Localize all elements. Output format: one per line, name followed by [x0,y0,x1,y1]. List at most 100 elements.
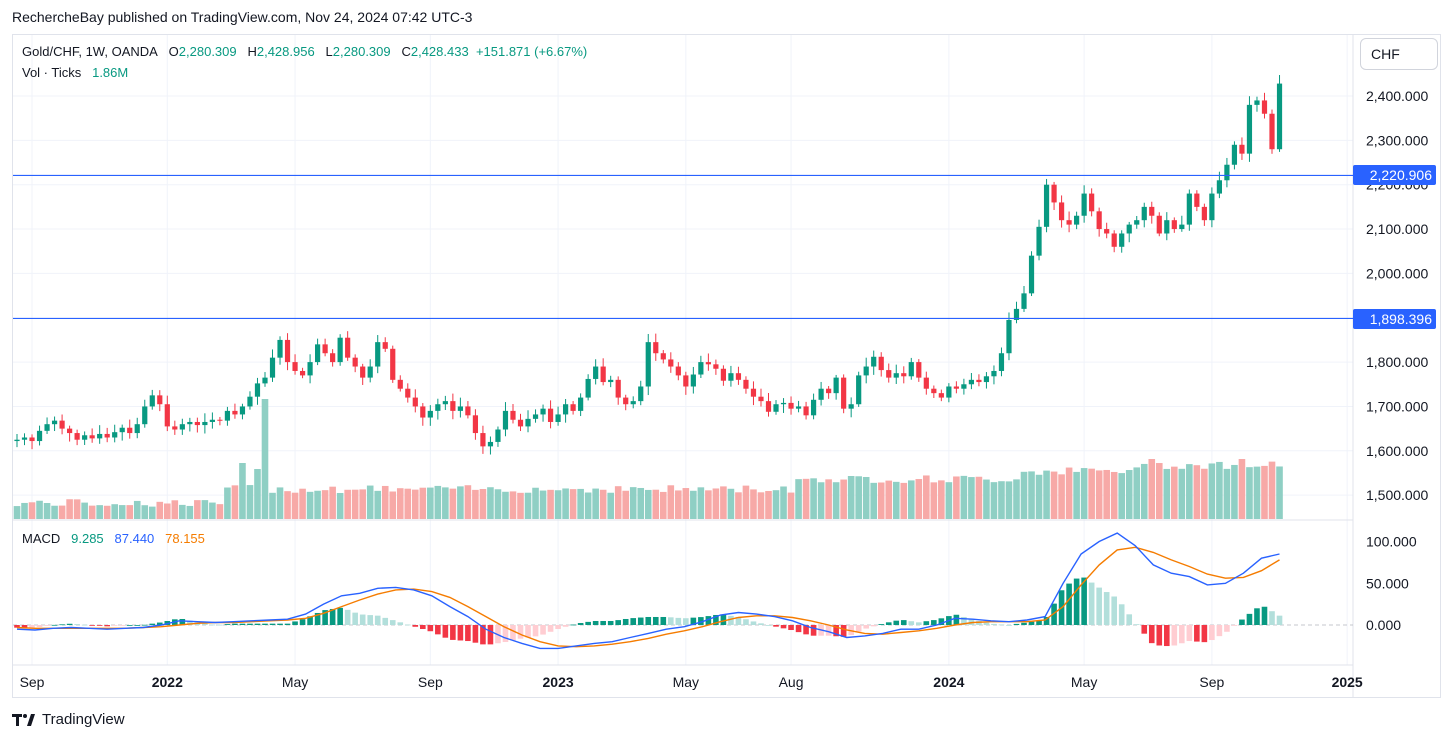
macd-histogram-bar [352,612,358,625]
candle-body [810,399,817,416]
macd-histogram-bar [863,625,869,629]
macd-histogram-bar [931,620,937,625]
candle-body [1058,202,1065,221]
candle-body [1096,211,1102,230]
macd-histogram-bar [126,625,133,626]
change-value: +151.871 (+6.67%) [475,44,588,59]
candle-body [239,406,246,415]
macd-histogram-bar [652,616,659,625]
volume-bar [269,492,276,519]
volume-bar [1178,468,1186,519]
candle-body [795,406,802,409]
volume-bar [344,489,351,519]
candle-body [961,384,967,389]
time-tick-label: Aug [779,674,804,690]
macd-histogram-bar [329,608,336,625]
volume-bar [614,486,622,519]
volume-bar [239,463,246,519]
candle-body [908,362,914,377]
volume-bar [855,476,862,519]
volume-bar [96,505,103,519]
volume-bar [675,490,682,519]
volume-bar [629,487,637,519]
candle-body [600,366,606,383]
macd-histogram-bar [307,616,313,625]
time-tick-label: May [673,674,699,690]
volume-bar [381,485,389,519]
macd-histogram-bar [420,625,426,630]
volume-bar [1095,470,1103,519]
volume-bar [314,490,321,519]
volume-bar [705,490,712,519]
volume-bar [1238,459,1246,519]
volume-bar [720,486,727,519]
macd-histogram-bar [510,625,516,641]
volume-bar [1020,471,1028,519]
candle-body [194,421,200,426]
macd-histogram [14,577,1283,647]
macd-histogram-bar [698,617,704,625]
published-caption: RechercheBay published on TradingView.co… [12,9,473,25]
candle-body [277,339,283,358]
volume-bar [742,485,750,519]
volume-bar [1163,468,1171,519]
macd-histogram-bar [1088,582,1095,625]
volume-bar [1223,468,1231,519]
macd-histogram-bar [825,625,832,636]
candle-body [1134,220,1140,225]
candle-body [532,414,539,419]
candle-body [1216,180,1222,194]
macd-histogram-bar [51,624,58,626]
candle-body [1269,113,1275,150]
candle-body [946,386,952,398]
macd-histogram-bar [607,620,614,625]
macd-histogram-bar [953,614,960,625]
candles [14,75,1283,455]
macd-signal-value: 78.155 [165,531,205,546]
volume-bar [36,500,43,519]
macd-histogram-bar [637,617,644,625]
horizontal-levels [13,174,1353,320]
macd-histogram-bar [1231,625,1238,626]
candle-body [397,379,403,389]
macd-histogram-bar [1148,625,1155,644]
macd-histogram-bar [502,625,509,643]
macd-histogram-bar [149,623,156,625]
macd-histogram-bar [1194,625,1200,642]
currency-button[interactable]: CHF [1360,38,1438,70]
volume-bar [885,480,893,519]
macd-histogram-bar [803,625,809,635]
candle-body [74,433,80,440]
volume-value: 1.86M [92,65,129,80]
macd-label: MACD [22,531,61,546]
macd-histogram-bar [66,623,73,625]
volume-bar [21,502,28,519]
candle-body [1171,220,1177,230]
volume-bar [186,505,194,519]
candle-body [1006,319,1012,354]
candle-body [593,366,599,379]
volume-bar [1103,469,1110,519]
price-tick-label: 1,700.000 [1366,398,1428,414]
macd-histogram-bar [14,625,20,628]
macd-histogram-bar [224,624,231,625]
tradingview-brand[interactable]: TradingView [12,711,125,728]
volume-bar [592,488,599,519]
candle-body [780,402,787,405]
volume-bar [299,488,306,519]
macd-histogram-bar [1224,625,1230,632]
macd-histogram-bar [382,617,389,625]
macd-histogram-bar [938,618,945,625]
volume-bar [975,476,983,519]
macd-histogram-bar [1201,625,1208,643]
time-tick-label: 2024 [933,674,964,690]
macd-histogram-bar [292,621,298,625]
volume-bar [449,488,457,519]
candle-body [179,424,185,430]
volume-bar [569,489,577,519]
macd-histogram-bar [435,625,441,635]
macd-histogram-bar [1133,624,1140,626]
volume-bar [1065,467,1073,519]
candle-body [1126,224,1132,234]
